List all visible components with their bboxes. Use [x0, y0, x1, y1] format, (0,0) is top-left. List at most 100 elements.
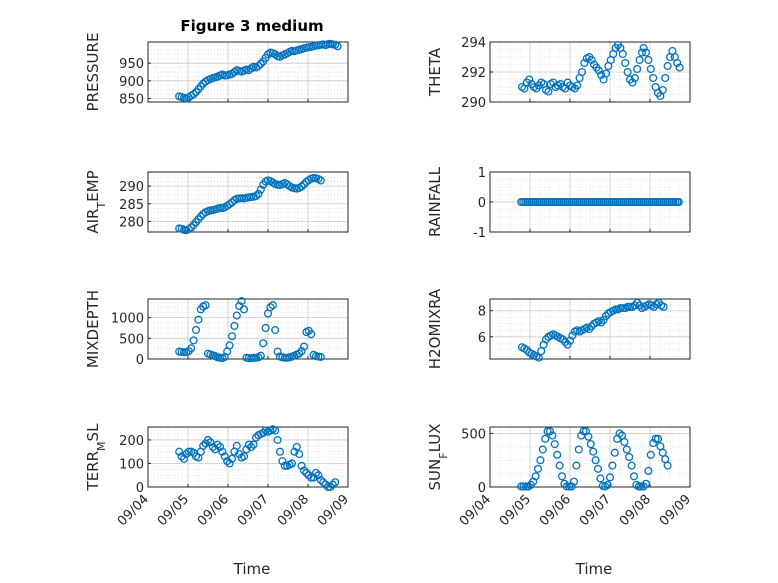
data-point: [597, 70, 606, 80]
data-point: [591, 456, 600, 465]
axes-box: [147, 171, 349, 233]
data-point: [555, 461, 564, 470]
data-point: [653, 434, 663, 443]
data-point: [273, 435, 282, 444]
data-point: [649, 73, 658, 83]
data-point: [179, 454, 189, 463]
data-point: [232, 441, 241, 450]
data-point: [275, 447, 285, 456]
data-point: [256, 185, 265, 194]
data-point: [290, 447, 299, 456]
data-point: [585, 324, 594, 334]
data-point: [651, 434, 660, 443]
data-point: [271, 426, 280, 435]
data-point: [225, 459, 234, 468]
data-point: [641, 479, 651, 488]
data-point: [259, 339, 268, 348]
data-point: [242, 445, 251, 454]
data-point: [610, 448, 619, 457]
data-point: [587, 55, 596, 65]
y-tick-label: 0: [136, 481, 144, 496]
data-point: [244, 440, 253, 449]
data-point: [628, 78, 637, 87]
y-tick-label: 290: [119, 180, 144, 195]
x-tick-label: 09/04: [115, 492, 152, 529]
y-tick-label: 950: [119, 57, 144, 72]
x-tick-label: 09/05: [155, 492, 192, 529]
data-point: [259, 428, 268, 437]
y-tick-label: 292: [461, 66, 486, 81]
data-point: [548, 431, 557, 440]
data-point: [187, 223, 196, 232]
data-point: [314, 471, 323, 480]
y-tick-label: 200: [119, 434, 144, 449]
axes-box: [489, 426, 691, 488]
y-axis-label: THETA: [426, 47, 444, 97]
data-point: [278, 457, 287, 466]
data-point: [323, 482, 333, 492]
y-tick-label: 0: [136, 353, 144, 368]
data-point: [621, 58, 630, 68]
data-point: [333, 42, 342, 51]
data-point: [297, 461, 306, 470]
data-point: [635, 55, 644, 65]
data-point: [561, 337, 570, 347]
data-point: [191, 325, 201, 335]
data-point: [543, 427, 552, 436]
data-point: [239, 452, 249, 461]
data-point: [569, 477, 579, 486]
data-point: [601, 69, 611, 78]
x-tick-label: 09/08: [617, 492, 654, 529]
data-point: [673, 58, 682, 68]
x-tick-label: 09/09: [657, 492, 694, 529]
data-point: [218, 447, 227, 456]
subplot-theta: 290 292 294 THETA: [426, 36, 691, 111]
data-point: [189, 90, 198, 99]
y-tick-label: 1: [478, 166, 486, 181]
data-point: [522, 345, 531, 354]
y-tick-label: 294: [461, 36, 486, 51]
data-point: [654, 298, 663, 307]
y-tick-label: 100: [119, 457, 144, 472]
data-point: [249, 440, 258, 449]
data-point: [649, 439, 658, 448]
data-point: [254, 61, 263, 71]
data-point: [531, 472, 540, 481]
data-point: [273, 347, 282, 356]
data-point: [608, 461, 617, 470]
data-point: [601, 311, 611, 321]
data-point: [326, 482, 335, 492]
data-point: [299, 342, 309, 351]
y-axis-label: H2OMIXRA: [426, 288, 444, 369]
data-point: [247, 442, 256, 452]
data-point: [562, 482, 571, 491]
data-point: [261, 323, 270, 333]
data-point: [187, 344, 196, 353]
subplot-mixdepth: 0 500 1000 MIXDEPTH: [84, 290, 349, 368]
data-point: [630, 301, 639, 310]
data-point: [567, 482, 576, 491]
data-point: [586, 440, 595, 449]
data-point: [211, 445, 220, 454]
data-point: [675, 63, 684, 72]
subplot-terr-msl: 0 100 200 09/04 09/05 09/06 09/07 09/08 09/09 TER…: [84, 423, 352, 529]
subplot-pressure: 850 900 950 PRESSURE: [84, 33, 349, 111]
x-tick-label: 09/05: [497, 492, 534, 529]
axes-box: [489, 298, 691, 360]
subplot-air-temp: 280 285 290 AIRTEMP: [84, 170, 349, 235]
data-point: [316, 475, 325, 484]
data-point: [615, 429, 624, 438]
data-point: [215, 442, 225, 452]
data-point: [316, 352, 325, 361]
data-point: [307, 473, 316, 482]
data-point: [309, 473, 318, 482]
data-point: [625, 452, 634, 462]
y-tick-label: 500: [461, 427, 486, 442]
data-point: [316, 176, 325, 185]
data-point: [587, 322, 596, 331]
data-point: [646, 64, 655, 74]
axes-box: [147, 41, 349, 103]
data-point: [544, 87, 553, 96]
y-tick-label: 850: [119, 92, 144, 107]
